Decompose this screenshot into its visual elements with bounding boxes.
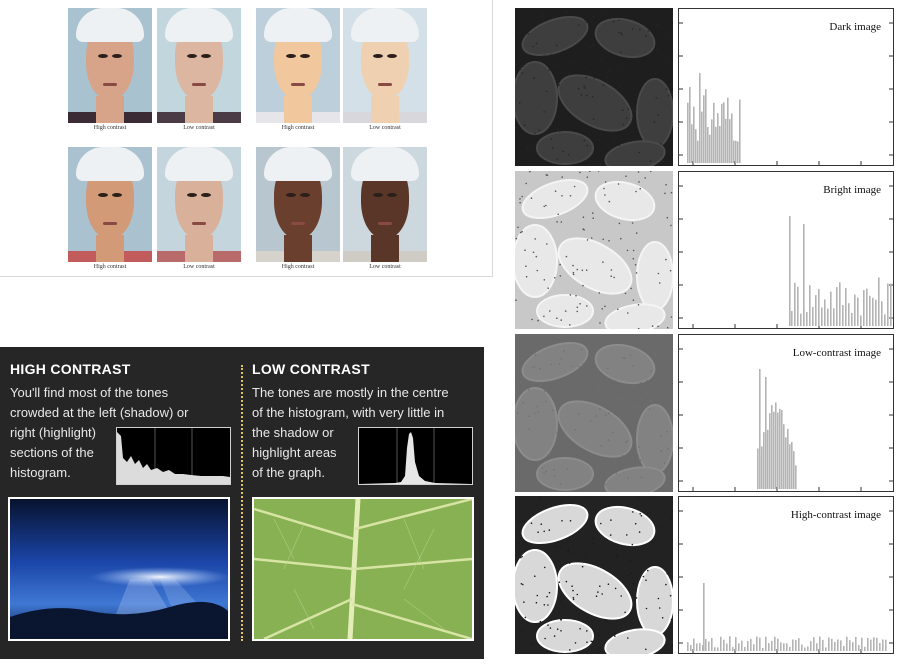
faces-comparison-figure: High contrast Low contrast High contrast Lo… [0,0,493,277]
face-photo [68,147,152,262]
low-contrast-line-3: the shadow or [252,425,334,440]
face-caption: Low contrast [369,125,401,131]
face-photo [157,147,241,262]
pollen-image [515,8,673,166]
high-contrast-line-2: crowded at the left (shadow) or [10,405,189,420]
face-caption: High contrast [281,125,315,131]
face-photo [343,8,427,123]
histogram-label: Low-contrast image [792,347,881,359]
face-photo [256,8,340,123]
high-contrast-title: HIGH CONTRAST [10,361,131,377]
face-caption: Low contrast [369,264,401,270]
face-caption: High contrast [93,125,127,131]
histogram-box: High-contrast image [678,496,894,654]
low-contrast-histogram [358,427,473,485]
high-contrast-line-1: You'll find most of the tones [10,385,169,400]
leaf-photo [252,497,474,641]
histogram-label: High-contrast image [790,509,881,521]
low-contrast-line-2: of the histogram, with very little in [252,405,445,420]
histogram-box: Bright image [678,171,894,329]
low-contrast-line-5: of the graph. [252,465,325,480]
face-caption: High contrast [93,264,127,270]
face-caption: Low contrast [183,125,215,131]
histogram-box: Dark image [678,8,894,166]
column-divider [241,365,243,641]
sky-photo [8,497,230,641]
contrast-explainer-panel: HIGH CONTRAST You'll find most of the to… [0,347,484,659]
high-contrast-line-3: right (highlight) [10,425,96,440]
histogram-label: Bright image [823,184,881,196]
face-photo [68,8,152,123]
face-photo [343,147,427,262]
pollen-image [515,496,673,654]
pollen-image [515,171,673,329]
pollen-image [515,334,673,492]
histogram-box: Low-contrast image [678,334,894,492]
low-contrast-title: LOW CONTRAST [252,361,370,377]
high-contrast-histogram [116,427,231,485]
face-caption: High contrast [281,264,315,270]
histogram-label: Dark image [829,21,881,33]
high-contrast-line-5: histogram. [10,465,71,480]
face-photo [256,147,340,262]
face-photo [157,8,241,123]
face-caption: Low contrast [183,264,215,270]
low-contrast-line-1: The tones are mostly in the centre [252,385,449,400]
high-contrast-line-4: sections of the [10,445,94,460]
low-contrast-line-4: highlight areas [252,445,337,460]
